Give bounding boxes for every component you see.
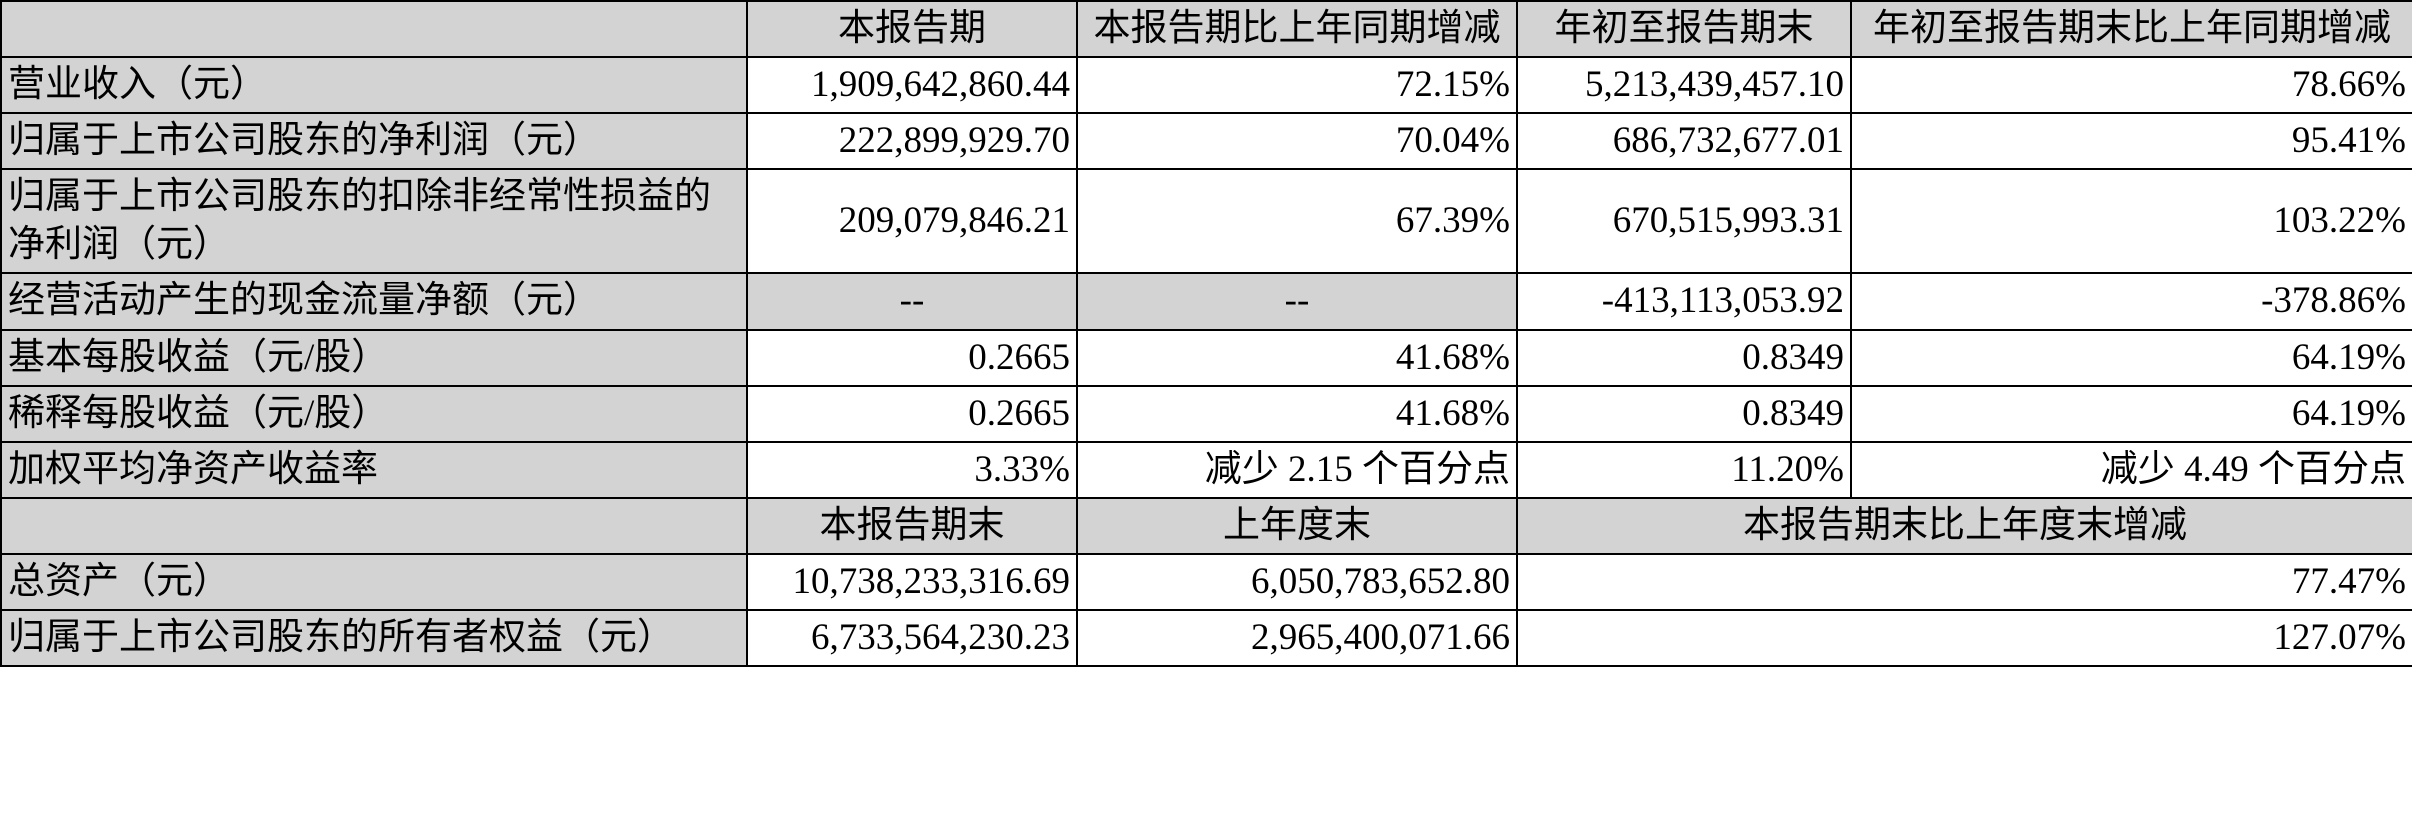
metric-value-period-yoy: 67.39% — [1077, 169, 1517, 273]
header-period-yoy: 本报告期比上年同期增减 — [1077, 1, 1517, 57]
table-row: 加权平均净资产收益率3.33%减少 2.15 个百分点11.20%减少 4.49… — [1, 442, 2412, 498]
metric-value-prior-end: 6,050,783,652.80 — [1077, 554, 1517, 610]
metric-label: 营业收入（元） — [1, 57, 747, 113]
table-row: 归属于上市公司股东的所有者权益（元）6,733,564,230.232,965,… — [1, 610, 2412, 666]
table-row: 营业收入（元）1,909,642,860.4472.15%5,213,439,4… — [1, 57, 2412, 113]
metric-value-ytd-yoy: 64.19% — [1851, 330, 2412, 386]
metric-value-ytd-yoy: -378.86% — [1851, 273, 2412, 329]
metric-value-ytd-yoy: 95.41% — [1851, 113, 2412, 169]
metric-value-ytd: 5,213,439,457.10 — [1517, 57, 1851, 113]
header-period-end: 本报告期末 — [747, 498, 1077, 554]
metric-value-period-yoy: 41.68% — [1077, 330, 1517, 386]
metric-value-period-yoy: 72.15% — [1077, 57, 1517, 113]
metric-value-end: 6,733,564,230.23 — [747, 610, 1077, 666]
metric-label: 基本每股收益（元/股） — [1, 330, 747, 386]
metric-value-end: 10,738,233,316.69 — [747, 554, 1077, 610]
metric-value-ytd: 686,732,677.01 — [1517, 113, 1851, 169]
metric-value-period: 1,909,642,860.44 — [747, 57, 1077, 113]
metric-value-period: -- — [747, 273, 1077, 329]
metric-label: 归属于上市公司股东的净利润（元） — [1, 113, 747, 169]
metric-value-period-yoy: 70.04% — [1077, 113, 1517, 169]
metric-value-prior-end: 2,965,400,071.66 — [1077, 610, 1517, 666]
metric-value-period-yoy: 减少 2.15 个百分点 — [1077, 442, 1517, 498]
metric-value-ytd: 11.20% — [1517, 442, 1851, 498]
header-blank — [1, 1, 747, 57]
header-current-period: 本报告期 — [747, 1, 1077, 57]
metric-value-end-change: 127.07% — [1517, 610, 2412, 666]
metric-label: 归属于上市公司股东的扣除非经常性损益的净利润（元） — [1, 169, 747, 273]
table-row: 归属于上市公司股东的净利润（元）222,899,929.7070.04%686,… — [1, 113, 2412, 169]
header-row-top: 本报告期本报告期比上年同期增减年初至报告期末年初至报告期末比上年同期增减 — [1, 1, 2412, 57]
metric-value-period: 209,079,846.21 — [747, 169, 1077, 273]
header-blank-2 — [1, 498, 747, 554]
metric-label: 加权平均净资产收益率 — [1, 442, 747, 498]
header-ytd-yoy: 年初至报告期末比上年同期增减 — [1851, 1, 2412, 57]
metric-value-ytd-yoy: 78.66% — [1851, 57, 2412, 113]
header-ytd: 年初至报告期末 — [1517, 1, 1851, 57]
header-prior-year-end: 上年度末 — [1077, 498, 1517, 554]
metric-value-end-change: 77.47% — [1517, 554, 2412, 610]
header-row-mid: 本报告期末上年度末本报告期末比上年度末增减 — [1, 498, 2412, 554]
metric-label: 经营活动产生的现金流量净额（元） — [1, 273, 747, 329]
metric-value-ytd-yoy: 64.19% — [1851, 386, 2412, 442]
metric-value-period: 0.2665 — [747, 330, 1077, 386]
header-end-vs-prior: 本报告期末比上年度末增减 — [1517, 498, 2412, 554]
metric-value-ytd: 0.8349 — [1517, 386, 1851, 442]
table-row: 归属于上市公司股东的扣除非经常性损益的净利润（元）209,079,846.216… — [1, 169, 2412, 273]
metric-value-period: 0.2665 — [747, 386, 1077, 442]
metric-value-ytd-yoy: 103.22% — [1851, 169, 2412, 273]
metric-value-ytd: 670,515,993.31 — [1517, 169, 1851, 273]
table-body: 本报告期本报告期比上年同期增减年初至报告期末年初至报告期末比上年同期增减营业收入… — [1, 1, 2412, 666]
metric-value-period: 222,899,929.70 — [747, 113, 1077, 169]
financial-table: 本报告期本报告期比上年同期增减年初至报告期末年初至报告期末比上年同期增减营业收入… — [0, 0, 2412, 667]
table-row: 稀释每股收益（元/股）0.266541.68%0.834964.19% — [1, 386, 2412, 442]
table-row: 基本每股收益（元/股）0.266541.68%0.834964.19% — [1, 330, 2412, 386]
table-row: 总资产（元）10,738,233,316.696,050,783,652.807… — [1, 554, 2412, 610]
metric-value-period-yoy: 41.68% — [1077, 386, 1517, 442]
table-row: 经营活动产生的现金流量净额（元）-----413,113,053.92-378.… — [1, 273, 2412, 329]
metric-value-ytd: -413,113,053.92 — [1517, 273, 1851, 329]
financial-table-wrapper: 本报告期本报告期比上年同期增减年初至报告期末年初至报告期末比上年同期增减营业收入… — [0, 0, 2412, 667]
metric-label: 稀释每股收益（元/股） — [1, 386, 747, 442]
metric-label: 总资产（元） — [1, 554, 747, 610]
metric-value-period: 3.33% — [747, 442, 1077, 498]
metric-value-ytd-yoy: 减少 4.49 个百分点 — [1851, 442, 2412, 498]
metric-value-ytd: 0.8349 — [1517, 330, 1851, 386]
metric-value-period-yoy: -- — [1077, 273, 1517, 329]
metric-label: 归属于上市公司股东的所有者权益（元） — [1, 610, 747, 666]
